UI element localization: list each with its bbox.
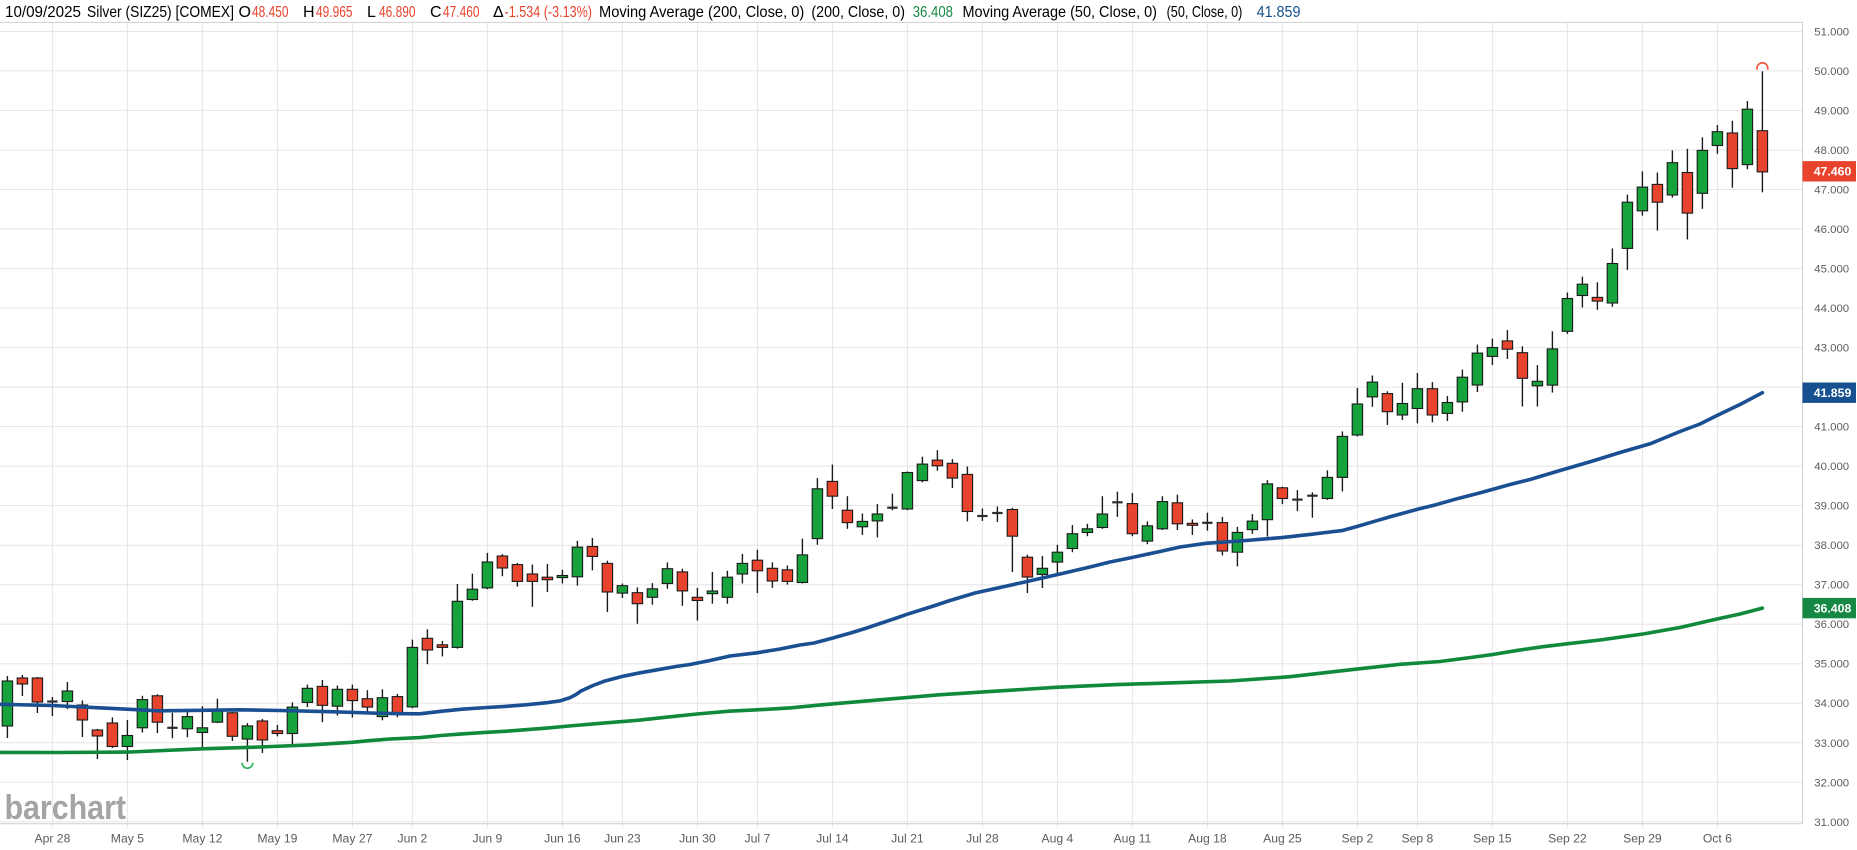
- svg-text:Sep 22: Sep 22: [1548, 831, 1587, 845]
- svg-text:Moving Average (200, Close, 0): Moving Average (200, Close, 0): [599, 4, 804, 21]
- svg-text:36.408: 36.408: [1814, 602, 1852, 616]
- svg-text:Sep 2: Sep 2: [1341, 831, 1373, 845]
- svg-text:Jun 16: Jun 16: [544, 831, 581, 845]
- svg-text:47.000: 47.000: [1814, 185, 1849, 197]
- svg-text:Aug 25: Aug 25: [1263, 831, 1302, 845]
- svg-text:Jul 7: Jul 7: [745, 831, 771, 845]
- svg-text:41.000: 41.000: [1814, 422, 1849, 434]
- svg-text:Jul 21: Jul 21: [891, 831, 924, 845]
- svg-text:44.000: 44.000: [1814, 303, 1849, 315]
- svg-text:10/09/2025: 10/09/2025: [5, 4, 81, 21]
- svg-text:41.859: 41.859: [1814, 386, 1852, 400]
- svg-text:36.408: 36.408: [913, 4, 953, 21]
- svg-text:C: C: [430, 4, 442, 21]
- svg-text:Jun 23: Jun 23: [604, 831, 641, 845]
- svg-text:41.859: 41.859: [1257, 4, 1301, 21]
- svg-text:Oct 6: Oct 6: [1703, 831, 1732, 845]
- svg-text:Jun 9: Jun 9: [472, 831, 502, 845]
- svg-text:Sep 8: Sep 8: [1401, 831, 1433, 845]
- svg-text:46.000: 46.000: [1814, 224, 1849, 236]
- svg-text:May 5: May 5: [111, 831, 144, 845]
- svg-text:Jun 30: Jun 30: [679, 831, 716, 845]
- svg-text:barchart: barchart: [5, 789, 127, 827]
- svg-text:May 27: May 27: [332, 831, 372, 845]
- svg-text:31.000: 31.000: [1814, 817, 1849, 829]
- svg-text:48.450: 48.450: [252, 4, 289, 21]
- svg-text:38.000: 38.000: [1814, 540, 1849, 552]
- svg-text:49.965: 49.965: [316, 4, 353, 21]
- svg-text:43.000: 43.000: [1814, 343, 1849, 355]
- svg-text:46.890: 46.890: [379, 4, 416, 21]
- svg-text:47.460: 47.460: [443, 4, 480, 21]
- svg-text:36.000: 36.000: [1814, 619, 1849, 631]
- svg-text:H: H: [303, 4, 315, 21]
- svg-text:Moving Average (50, Close, 0): Moving Average (50, Close, 0): [963, 4, 1158, 21]
- svg-text:49.000: 49.000: [1814, 105, 1849, 117]
- svg-text:Jul 28: Jul 28: [966, 831, 999, 845]
- svg-text:48.000: 48.000: [1814, 145, 1849, 157]
- svg-text:34.000: 34.000: [1814, 698, 1849, 710]
- svg-text:37.000: 37.000: [1814, 580, 1849, 592]
- svg-text:50.000: 50.000: [1814, 66, 1849, 78]
- svg-text:Δ: Δ: [493, 4, 504, 21]
- svg-text:40.000: 40.000: [1814, 461, 1849, 473]
- svg-text:O: O: [239, 4, 251, 21]
- svg-text:Apr 28: Apr 28: [34, 831, 70, 845]
- svg-text:L: L: [367, 4, 376, 21]
- svg-text:35.000: 35.000: [1814, 659, 1849, 671]
- svg-text:(200, Close, 0): (200, Close, 0): [811, 4, 905, 21]
- svg-text:33.000: 33.000: [1814, 738, 1849, 750]
- svg-text:Sep 29: Sep 29: [1623, 831, 1662, 845]
- svg-text:32.000: 32.000: [1814, 777, 1849, 789]
- svg-text:-1.534 (-3.13%): -1.534 (-3.13%): [505, 4, 593, 21]
- svg-text:45.000: 45.000: [1814, 264, 1849, 276]
- svg-text:Aug 18: Aug 18: [1188, 831, 1227, 845]
- svg-text:Silver (SIZ25) [COMEX]: Silver (SIZ25) [COMEX]: [87, 4, 234, 21]
- svg-text:Aug 4: Aug 4: [1041, 831, 1073, 845]
- svg-text:39.000: 39.000: [1814, 501, 1849, 513]
- svg-text:Jun 2: Jun 2: [397, 831, 427, 845]
- svg-text:May 12: May 12: [182, 831, 222, 845]
- svg-text:Sep 15: Sep 15: [1473, 831, 1512, 845]
- svg-text:(50, Close, 0): (50, Close, 0): [1167, 4, 1243, 21]
- svg-text:Jul 14: Jul 14: [816, 831, 849, 845]
- svg-text:Aug 11: Aug 11: [1114, 831, 1152, 845]
- svg-text:May 19: May 19: [257, 831, 297, 845]
- svg-text:47.460: 47.460: [1814, 165, 1852, 179]
- svg-text:51.000: 51.000: [1814, 26, 1849, 38]
